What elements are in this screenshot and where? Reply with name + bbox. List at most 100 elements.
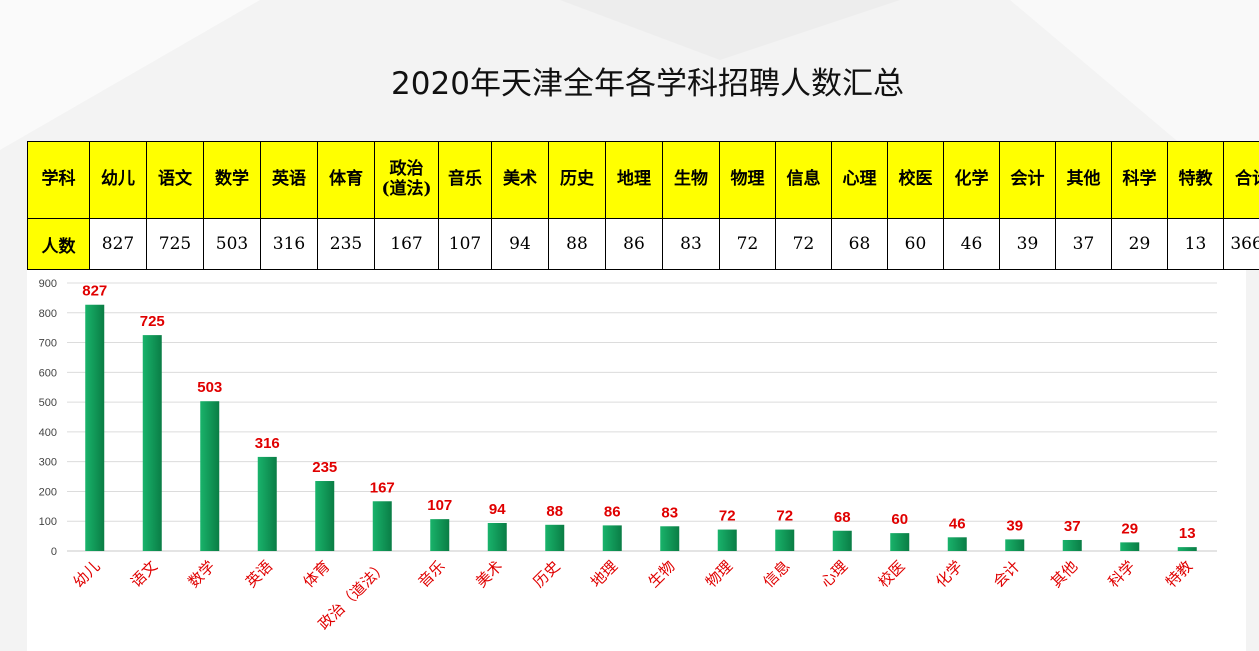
header-cell: 地理 <box>605 141 663 219</box>
header-label-cell: 学科 <box>27 141 90 219</box>
category-label: 生物 <box>645 557 679 591</box>
header-cell: 信息 <box>775 141 832 219</box>
bar <box>832 530 852 551</box>
data-label: 60 <box>891 511 908 528</box>
bar <box>257 456 277 551</box>
data-label: 167 <box>370 479 395 496</box>
data-label: 68 <box>834 509 851 526</box>
chart-panel: 0 100 200 300 400 500 600 700 800 900 827 幼儿 725 语文 50… <box>27 270 1246 651</box>
category-label: 幼儿 <box>70 557 104 591</box>
data-label: 46 <box>949 515 966 532</box>
data-label: 13 <box>1179 525 1196 542</box>
count-cell: 46 <box>943 218 1000 270</box>
header-cell: 美术 <box>491 141 549 219</box>
category-label: 心理 <box>817 557 851 591</box>
count-cell: 29 <box>1111 218 1168 270</box>
count-cell: 167 <box>374 218 439 270</box>
header-cell: 英语 <box>260 141 318 219</box>
y-tick-label: 200 <box>39 486 57 498</box>
header-cell: 体育 <box>317 141 375 219</box>
count-cell: 86 <box>605 218 663 270</box>
category-label: 信息 <box>760 557 794 591</box>
bar <box>315 481 335 551</box>
data-label: 316 <box>255 435 280 452</box>
bar <box>372 501 392 551</box>
data-label: 86 <box>604 503 621 520</box>
header-cell: 数学 <box>203 141 261 219</box>
y-tick-label: 300 <box>39 457 57 469</box>
count-cell: 503 <box>203 218 261 270</box>
bar <box>200 401 220 551</box>
count-cell: 107 <box>438 218 492 270</box>
category-label: 语文 <box>127 557 161 591</box>
data-label: 37 <box>1064 518 1081 535</box>
table-header-row: 学科 幼儿 语文 数学 英语 体育 政治 (道法) 音乐 美术 历史 地理 生物 物理 信息 心理 校医 化学… <box>27 141 1259 219</box>
category-label: 其他 <box>1047 557 1081 591</box>
header-cell: 特教 <box>1167 141 1224 219</box>
y-tick-label: 100 <box>39 516 57 528</box>
bar <box>545 524 565 551</box>
subject-summary-table: 学科 幼儿 语文 数学 英语 体育 政治 (道法) 音乐 美术 历史 地理 生物 物理 信息 心理 校医 化学… <box>27 141 1259 270</box>
data-label: 39 <box>1006 517 1023 534</box>
bar <box>487 523 507 551</box>
header-cell: 物理 <box>719 141 776 219</box>
count-cell: 37 <box>1055 218 1112 270</box>
count-cell: 316 <box>260 218 318 270</box>
bar <box>1005 539 1025 551</box>
count-cell: 725 <box>146 218 204 270</box>
category-label: 会计 <box>990 557 1024 591</box>
header-cell: 化学 <box>943 141 1000 219</box>
bar <box>602 525 622 551</box>
category-label: 音乐 <box>415 557 449 591</box>
data-label: 725 <box>140 313 165 330</box>
category-label: 历史 <box>530 557 564 591</box>
data-label: 72 <box>719 508 736 525</box>
bar <box>1120 542 1140 551</box>
bar <box>1062 539 1082 551</box>
count-cell: 39 <box>999 218 1056 270</box>
header-cell: 幼儿 <box>89 141 147 219</box>
category-label: 化学 <box>932 557 966 591</box>
category-label: 体育 <box>300 557 334 591</box>
header-cell: 生物 <box>662 141 720 219</box>
y-tick-label: 700 <box>39 338 57 350</box>
y-tick-label: 800 <box>39 308 57 320</box>
header-cell: 历史 <box>548 141 606 219</box>
count-label-cell: 人数 <box>27 218 90 270</box>
count-cell: 13 <box>1167 218 1224 270</box>
bar-chart: 0 100 200 300 400 500 600 700 800 900 827 幼儿 725 语文 50… <box>39 278 1217 633</box>
count-cell: 827 <box>89 218 147 270</box>
page-title: 2020年天津全年各学科招聘人数汇总 <box>391 66 904 102</box>
bar <box>775 529 795 551</box>
y-tick-label: 900 <box>39 278 57 290</box>
header-cell: 政治 (道法) <box>374 141 439 219</box>
header-cell: 校医 <box>887 141 944 219</box>
data-label: 827 <box>82 283 107 300</box>
header-cell: 其他 <box>1055 141 1112 219</box>
header-cell: 科学 <box>1111 141 1168 219</box>
bar <box>85 304 105 551</box>
bar <box>142 335 162 551</box>
count-cell: 3667 <box>1223 218 1259 270</box>
category-label: 物理 <box>702 557 736 591</box>
y-tick-label: 400 <box>39 427 57 439</box>
count-cell: 88 <box>548 218 606 270</box>
data-label: 83 <box>661 504 678 521</box>
count-cell: 94 <box>491 218 549 270</box>
data-label: 235 <box>312 459 337 476</box>
count-cell: 83 <box>662 218 720 270</box>
y-tick-label: 600 <box>39 367 57 379</box>
bar <box>430 519 450 551</box>
category-label: 地理 <box>587 557 621 591</box>
bar <box>1177 547 1197 551</box>
count-cell: 72 <box>719 218 776 270</box>
header-cell: 会计 <box>999 141 1056 219</box>
category-label: 英语 <box>242 557 276 591</box>
count-cell: 235 <box>317 218 375 270</box>
data-label: 107 <box>427 497 452 514</box>
y-tick-label: 500 <box>39 397 57 409</box>
category-label: 特教 <box>1162 557 1196 591</box>
count-cell: 68 <box>831 218 888 270</box>
bar <box>947 537 967 551</box>
bar <box>717 529 737 551</box>
